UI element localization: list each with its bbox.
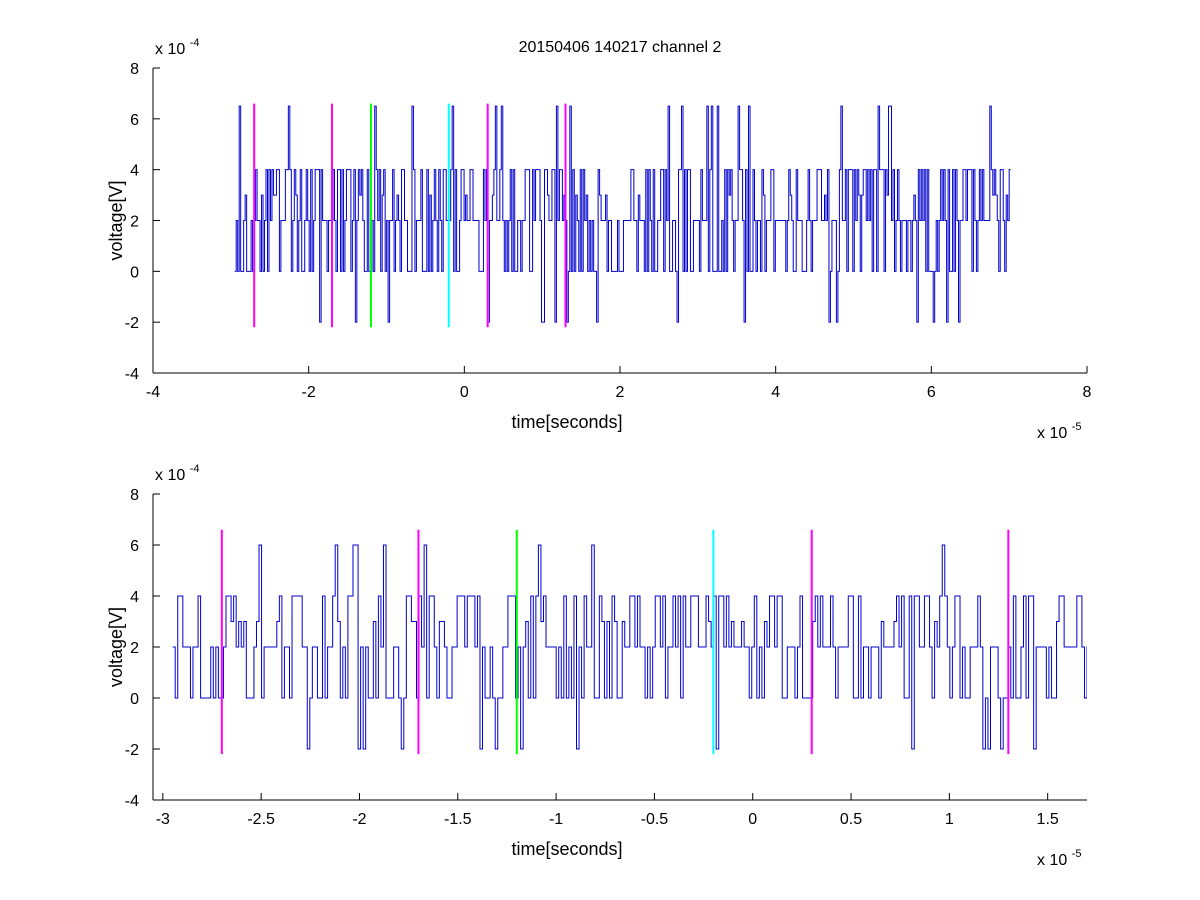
- x-tick-label: 1.5: [1037, 811, 1059, 828]
- y-tick-label: 6: [130, 112, 139, 129]
- x-tick-label: -0.5: [641, 811, 669, 828]
- x-exponent: -5: [1072, 848, 1082, 860]
- y-tick-label: -4: [125, 793, 139, 810]
- y-tick-label: -2: [125, 315, 139, 332]
- chart-top: -4 -2 0 2 4 6 8 -4 -2 0 2 4 6 8 time[seconds] voltage[V…: [106, 37, 1092, 442]
- x-tick-label: 8: [1083, 384, 1092, 401]
- x-tick-label: 0.5: [840, 811, 862, 828]
- y-tick-label: 8: [130, 487, 139, 504]
- x-tick-label: -2: [302, 384, 316, 401]
- y-tick-label: 8: [130, 61, 139, 78]
- x-exponent: -5: [1072, 421, 1082, 433]
- x-tick-label: 0: [748, 811, 757, 828]
- y-tick-label: 4: [130, 589, 139, 606]
- y-tick-label: -4: [125, 366, 139, 383]
- y-tick-label: 0: [130, 264, 139, 281]
- y-axis-label: voltage[V]: [106, 607, 126, 687]
- x-tick-label: 1: [945, 811, 954, 828]
- y-exponent: -4: [190, 463, 200, 475]
- x-tick-label: -2: [352, 811, 366, 828]
- x-tick-label: -1.5: [444, 811, 472, 828]
- x-exponent-label: x 10 -5: [1037, 421, 1081, 442]
- x-tick-label: -3: [156, 811, 170, 828]
- y-tick-label: 4: [130, 163, 139, 180]
- y-tick-label: -2: [125, 742, 139, 759]
- y-tick-label: 2: [130, 640, 139, 657]
- x-tick-label: -1: [549, 811, 563, 828]
- x-axis-label: time[seconds]: [511, 839, 622, 859]
- y-exponent-label: x 10 -4: [155, 37, 199, 58]
- x-exponent-label: x 10 -5: [1037, 848, 1081, 869]
- x-tick-label: 4: [771, 384, 780, 401]
- y-exponent-label: x 10 -4: [155, 463, 199, 484]
- y-tick-label: 0: [130, 691, 139, 708]
- x-tick-label: 2: [616, 384, 625, 401]
- x-axis-label: time[seconds]: [511, 412, 622, 432]
- signal-line: [172, 544, 1087, 750]
- y-tick-label: 2: [130, 214, 139, 231]
- x-tick-label: 0: [460, 384, 469, 401]
- x-tick-label: -4: [146, 384, 160, 401]
- signal-line: [234, 105, 1011, 323]
- y-axis-label: voltage[V]: [106, 180, 126, 260]
- y-tick-label: 6: [130, 538, 139, 555]
- chart-bottom: -3 -2.5 -2 -1.5 -1 -0.5 0 0.5 1 1.5 -4 -2 0 2 4 6 8 time[…: [106, 463, 1087, 869]
- x-tick-label: -2.5: [247, 811, 275, 828]
- y-exponent: -4: [190, 37, 200, 49]
- figure-title: 20150406 140217 channel 2: [519, 39, 722, 56]
- x-tick-label: 6: [927, 384, 936, 401]
